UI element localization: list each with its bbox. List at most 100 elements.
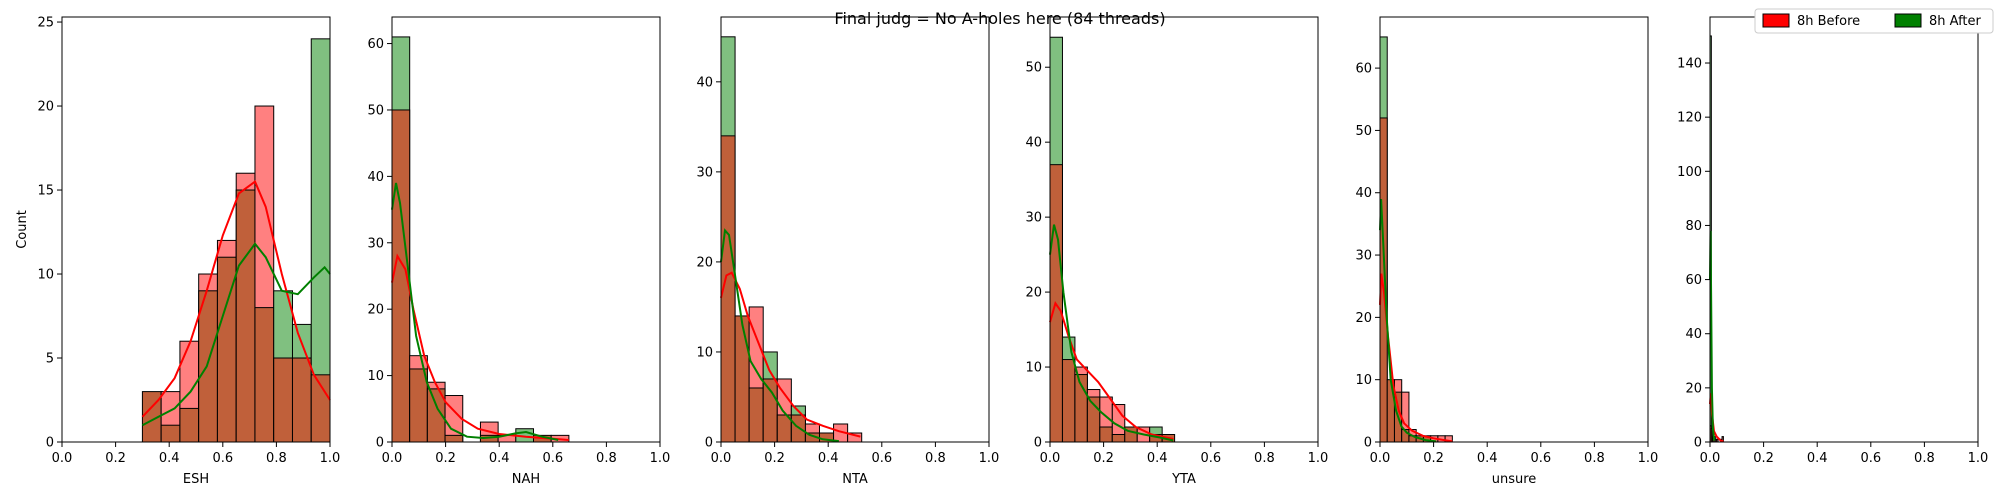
y-tick-label: 20 [1685, 381, 1702, 396]
kde-line-before [391, 253, 569, 441]
y-tick-label: 80 [1685, 219, 1702, 234]
axes-frame [61, 16, 331, 443]
y-tick-label: 10 [1025, 361, 1042, 376]
y-tick-label: 30 [367, 236, 384, 251]
subplot-3: 0.0 0.2 0.4 0.6 0.8 1.0 0 10 20 30 40 NTA [696, 16, 1000, 487]
y-axis-label: Count [15, 210, 30, 249]
bar-overlap-4 [762, 378, 778, 443]
x-tick-label: 0.0 [382, 451, 403, 466]
axes-frame [720, 16, 990, 443]
x-tick-label: 0.8 [925, 451, 946, 466]
y-tick-label: 30 [1355, 249, 1372, 264]
x-tick-label: 0.6 [1860, 451, 1881, 466]
y-tick-label: 0 [705, 436, 713, 451]
x-tick-label: 0.2 [764, 451, 785, 466]
x-axis-label: YTA [1171, 472, 1196, 487]
bar-overlap-4 [444, 434, 464, 443]
y-tick-label: 0 [376, 436, 384, 451]
x-tick-label: 0.6 [1530, 451, 1551, 466]
x-tick-label: 0.4 [159, 451, 180, 466]
x-axis-label: ESH [183, 472, 209, 487]
axes-frame [1709, 16, 1979, 443]
x-tick-label: 1.0 [1968, 451, 1989, 466]
x-axis-label: NTA [842, 472, 868, 487]
kde-line-after [1049, 224, 1174, 442]
bar-overlap-6 [235, 189, 256, 443]
x-tick-label: 0.8 [266, 451, 287, 466]
bar-overlap-2 [1061, 359, 1076, 443]
x-tick-label: 0.6 [542, 451, 563, 466]
x-tick-label: 0.2 [435, 451, 456, 466]
y-tick-label: 50 [1355, 124, 1372, 139]
y-tick-label: 40 [1355, 186, 1372, 201]
figure-title: Final judg = No A-holes here (84 threads… [834, 9, 1165, 28]
kde-line-after [391, 182, 559, 441]
y-tick-label: 5 [46, 352, 54, 367]
y-tick-label: 120 [1677, 111, 1702, 126]
axes-frame [1049, 16, 1319, 443]
x-tick-label: 0.6 [871, 451, 892, 466]
x-tick-label: 0.4 [818, 451, 839, 466]
axes-frame [391, 16, 661, 443]
y-tick-label: 30 [696, 165, 713, 180]
x-tick-label: 1.0 [1638, 451, 1659, 466]
legend-swatch-before [1762, 13, 1790, 28]
kde-line-before [720, 271, 861, 438]
kde-line-before [141, 180, 331, 418]
x-tick-label: 1.0 [1308, 451, 1329, 466]
y-tick-label: 0 [1694, 436, 1702, 451]
subplot-5: 0.0 0.2 0.4 0.6 0.8 1.0 0 10 20 30 40 50 60 unsure [1355, 16, 1659, 487]
x-tick-label: 1.0 [650, 451, 671, 466]
x-axis-label: NAH [512, 472, 540, 487]
axes-frame [1379, 16, 1649, 443]
x-tick-label: 0.8 [1254, 451, 1275, 466]
kde-line-after [141, 242, 331, 427]
y-tick-label: 20 [37, 100, 54, 115]
bar-overlap-2 [409, 368, 428, 443]
y-tick-label: 20 [1355, 311, 1372, 326]
subplot-6: 0.0 0.2 0.4 0.6 0.8 1.0 0 20 40 60 80 100 120 140 [1677, 16, 1989, 466]
y-tick-label: 0 [1364, 436, 1372, 451]
x-tick-label: 0.4 [1477, 451, 1498, 466]
x-tick-label: 0.2 [1423, 451, 1444, 466]
y-tick-label: 40 [367, 170, 384, 185]
bar-overlap-2 [734, 315, 750, 443]
legend-label-after: 8h After [1929, 14, 1982, 29]
x-tick-label: 0.0 [1370, 451, 1391, 466]
x-tick-label: 0.4 [489, 451, 510, 466]
bar-overlap-6 [1111, 434, 1126, 443]
x-tick-label: 0.0 [1040, 451, 1061, 466]
bar-overlap-5 [1099, 426, 1113, 443]
legend-frame [1754, 8, 1994, 34]
y-tick-label: 20 [1025, 286, 1042, 301]
subplot-2: 0.0 0.2 0.4 0.6 0.8 1.0 0 10 20 30 40 50 60 NAH [367, 16, 671, 487]
y-tick-label: 60 [1355, 62, 1372, 77]
x-tick-label: 0.4 [1147, 451, 1168, 466]
y-tick-label: 40 [1025, 136, 1042, 151]
legend: 8h Before 8h After [1754, 8, 1994, 34]
y-tick-label: 10 [37, 268, 54, 283]
x-tick-label: 0.2 [105, 451, 126, 466]
x-axis-label: unsure [1492, 472, 1537, 487]
y-tick-label: 10 [696, 345, 713, 360]
x-tick-label: 0.8 [596, 451, 617, 466]
bar-overlap-3 [179, 407, 200, 443]
x-tick-label: 1.0 [320, 451, 341, 466]
subplot-4: 0.0 0.2 0.4 0.6 0.8 1.0 0 10 20 30 40 50 YTA [1025, 16, 1329, 487]
y-tick-label: 60 [367, 37, 384, 52]
y-tick-label: 10 [367, 369, 384, 384]
y-tick-label: 25 [37, 16, 54, 31]
x-tick-label: 0.8 [1584, 451, 1605, 466]
x-tick-label: 0.8 [1914, 451, 1935, 466]
x-tick-label: 1.0 [979, 451, 1000, 466]
bar-overlap-4 [198, 290, 218, 443]
x-tick-label: 0.2 [1753, 451, 1774, 466]
y-tick-label: 20 [696, 255, 713, 270]
x-tick-label: 0.0 [52, 451, 73, 466]
y-tick-label: 40 [1685, 327, 1702, 342]
bar-overlap-8 [273, 357, 293, 443]
y-tick-label: 50 [367, 103, 384, 118]
x-tick-label: 0.6 [1200, 451, 1221, 466]
legend-swatch-after [1894, 13, 1922, 28]
